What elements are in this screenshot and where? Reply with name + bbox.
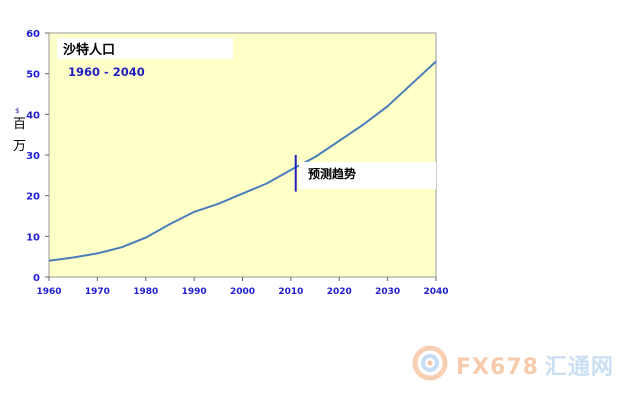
chart-title: 沙特人口	[63, 42, 115, 58]
ylabel-char-1: 百	[13, 117, 26, 132]
y-tick-label: 60	[26, 29, 40, 40]
ylabel-unit: $	[15, 107, 19, 115]
x-tick-label: 2020	[327, 287, 352, 297]
x-tick-label: 1970	[85, 287, 110, 297]
y-tick-label: 40	[26, 110, 40, 121]
x-tick-label: 1980	[133, 287, 158, 297]
y-tick-label: 50	[26, 70, 40, 81]
spiral-logo-icon	[412, 345, 448, 381]
series-line	[48, 60, 437, 262]
x-tick-label: 2010	[278, 287, 303, 297]
x-tick-label: 1990	[182, 287, 207, 297]
plot-area	[48, 32, 437, 278]
annotation-box	[299, 162, 436, 189]
y-tick-label: 10	[26, 232, 40, 243]
ylabel-char-2: 万	[13, 139, 26, 154]
x-tick-label: 2030	[375, 287, 400, 297]
x-tick-label: 2040	[423, 287, 448, 297]
title-box	[57, 38, 233, 59]
y-tick-label: 20	[26, 192, 40, 203]
x-tick-label: 1960	[36, 287, 61, 297]
chart-subtitle: 1960 - 2040	[68, 65, 145, 79]
y-tick-label: 0	[33, 273, 40, 284]
watermark-brand: FX678	[456, 355, 539, 380]
annotation-label: 预测趋势	[308, 166, 356, 181]
x-tick-label: 2000	[230, 287, 255, 297]
y-tick-label: 30	[26, 151, 40, 162]
watermark: FX678 汇通网	[410, 343, 630, 383]
watermark-cn: 汇通网	[544, 355, 614, 380]
